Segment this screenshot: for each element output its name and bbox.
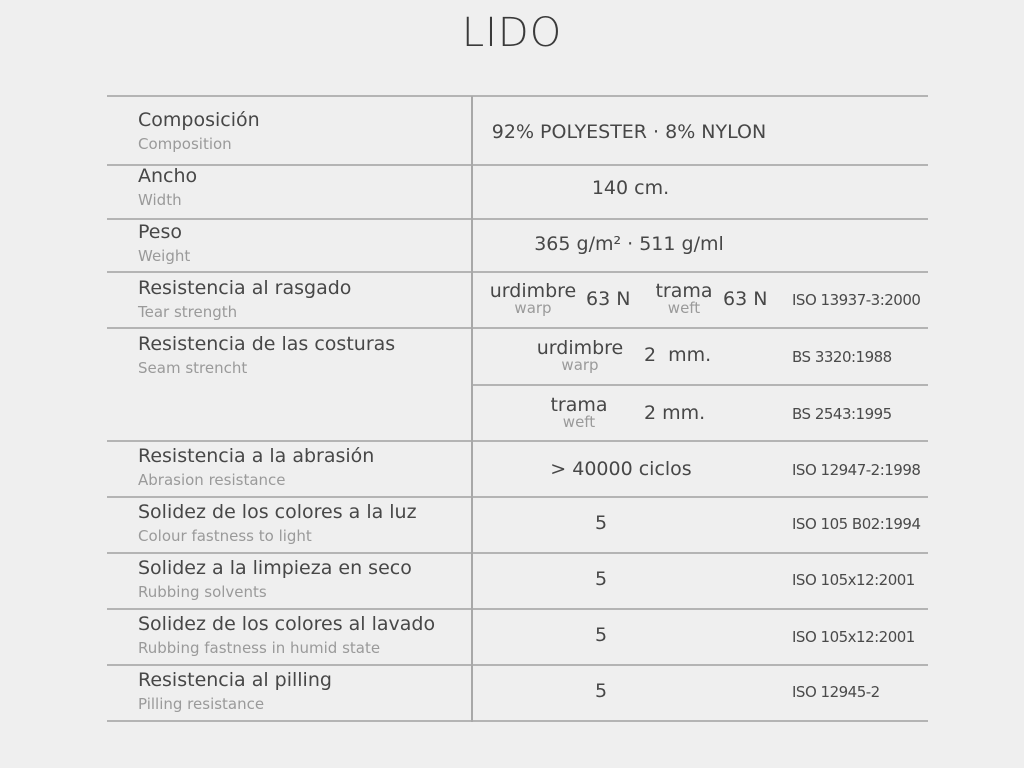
row-sublabel: Colour fastness to light <box>138 527 312 545</box>
standard: ISO 12945-2 <box>792 683 880 701</box>
row-sublabel: Seam strencht <box>138 359 248 377</box>
weft-sublabel: weft <box>562 413 596 431</box>
warp-sublabel: warp <box>561 356 599 374</box>
row-divider <box>107 720 928 722</box>
warp-label: urdimbre <box>489 280 577 302</box>
page-title: LIDO <box>461 10 563 56</box>
row-label: Resistencia al rasgado <box>138 277 352 299</box>
weft-label-stack: trama weft <box>546 396 612 430</box>
warp-label: urdimbre <box>536 337 624 359</box>
weft-label: trama <box>550 394 608 416</box>
row-divider <box>107 608 928 610</box>
weft-label: trama <box>655 280 713 302</box>
warp-value: 2 mm. <box>644 344 712 366</box>
row-sublabel: Rubbing fastness in humid state <box>138 639 381 657</box>
row-value: 5 <box>594 512 608 534</box>
row-value: 92% POLYESTER · 8% NYLON <box>491 121 767 143</box>
standard: ISO 105x12:2001 <box>792 628 915 646</box>
row-divider <box>107 496 928 498</box>
row-label: Resistencia a la abrasión <box>138 445 375 467</box>
row-label: Peso <box>138 221 182 243</box>
warp-standard: BS 3320:1988 <box>792 348 892 366</box>
weft-standard: BS 2543:1995 <box>792 405 892 423</box>
standard: ISO 12947-2:1998 <box>792 461 921 479</box>
weft-value: 63 N <box>723 288 768 310</box>
row-label: Resistencia al pilling <box>138 669 332 691</box>
row-sublabel: Pilling resistance <box>138 695 265 713</box>
row-sublabel: Rubbing solvents <box>138 583 267 601</box>
row-divider <box>107 164 928 166</box>
row-divider <box>107 95 928 97</box>
row-label: Ancho <box>138 165 198 187</box>
row-divider <box>107 552 928 554</box>
row-sublabel: Abrasion resistance <box>138 471 286 489</box>
warp-label-stack: urdimbre warp <box>532 339 628 373</box>
row-sublabel: Tear strength <box>138 303 238 321</box>
row-label: Solidez de los colores al lavado <box>138 613 436 635</box>
standard: ISO 105x12:2001 <box>792 571 915 589</box>
row-divider <box>107 271 928 273</box>
standard: ISO 105 B02:1994 <box>792 515 921 533</box>
row-divider <box>107 440 928 442</box>
row-sublabel: Width <box>138 191 182 209</box>
row-value: 5 <box>594 680 608 702</box>
row-sublabel: Composition <box>138 135 232 153</box>
row-label: Composición <box>138 109 260 131</box>
warp-label-stack: urdimbre warp <box>486 282 580 316</box>
row-value: 5 <box>594 624 608 646</box>
weft-label-stack: trama weft <box>652 282 716 316</box>
weft-value: 2 mm. <box>644 402 706 424</box>
standard: ISO 13937-3:2000 <box>792 291 921 309</box>
row-value: > 40000 ciclos <box>550 458 692 480</box>
row-label: Solidez de los colores a la luz <box>138 501 417 523</box>
row-value: 5 <box>594 568 608 590</box>
warp-value: 63 N <box>586 288 631 310</box>
warp-sublabel: warp <box>514 299 552 317</box>
row-divider <box>107 218 928 220</box>
row-value: 140 cm. <box>591 177 670 199</box>
row-value: 365 g/m² · 511 g/ml <box>534 233 724 255</box>
row-divider <box>107 664 928 666</box>
row-label: Solidez a la limpieza en seco <box>138 557 412 579</box>
weft-sublabel: weft <box>667 299 701 317</box>
row-divider <box>107 327 928 329</box>
row-sublabel: Weight <box>138 247 191 265</box>
row-label: Resistencia de las costuras <box>138 333 396 355</box>
row-divider <box>472 384 928 386</box>
column-divider <box>471 96 473 722</box>
